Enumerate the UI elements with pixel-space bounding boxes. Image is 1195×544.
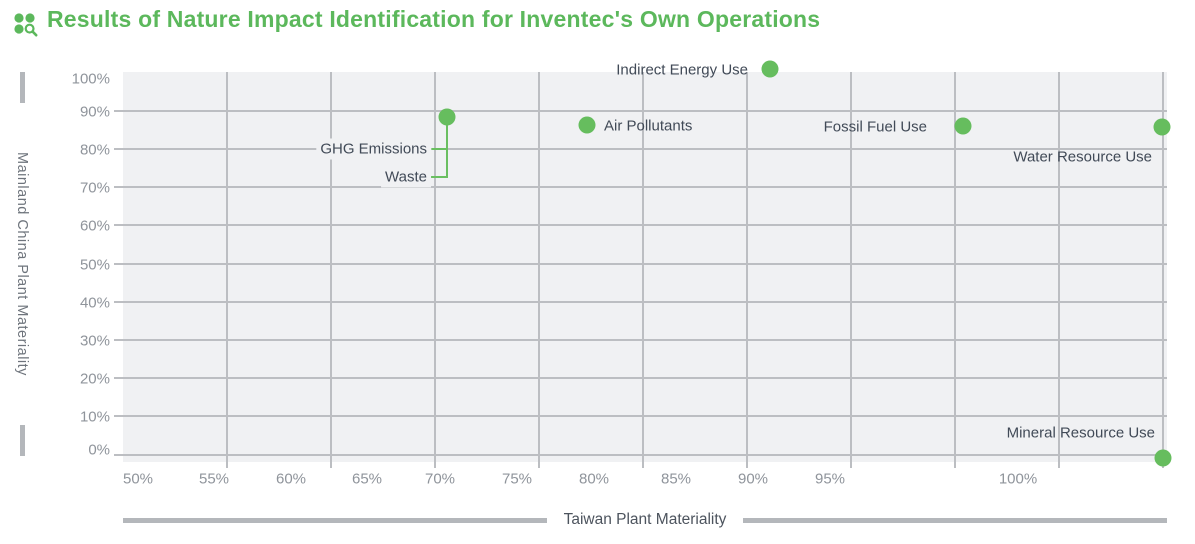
x-tick-label: 80%	[578, 470, 610, 488]
x-axis-title-group: Taiwan Plant Materiality	[123, 511, 1168, 528]
data-point-label: Fossil Fuel Use	[823, 118, 927, 136]
y-tick-label: 30%	[79, 332, 110, 350]
h-gridline	[114, 415, 1167, 417]
data-point-label: Waste	[381, 166, 431, 188]
y-tick-label: 100%	[71, 70, 110, 88]
x-tick-label: 75%	[501, 470, 533, 488]
data-point-label: Mineral Resource Use	[1006, 424, 1155, 442]
v-gridline	[1162, 72, 1164, 468]
v-gridline	[538, 72, 540, 468]
data-point-dot	[1154, 449, 1172, 467]
y-axis-bar-bottom	[19, 425, 25, 456]
h-gridline	[114, 110, 1167, 112]
x-tick-label: 55%	[198, 470, 230, 488]
data-point-label: GHG Emissions	[316, 138, 431, 160]
y-tick-label: 70%	[79, 179, 110, 197]
x-tick-label: 70%	[424, 470, 456, 488]
y-tick-label: 40%	[79, 294, 110, 312]
h-gridline	[114, 301, 1167, 303]
label-bracket-tick	[429, 176, 448, 178]
data-point-label: Water Resource Use	[1013, 148, 1152, 166]
x-tick-label: 50%	[122, 470, 154, 488]
y-axis-title: Mainland China Plant Materiality	[14, 152, 30, 376]
data-point-dot	[954, 117, 972, 135]
x-axis-bar-left	[123, 517, 547, 523]
h-gridline	[114, 148, 1167, 150]
plot-area	[123, 72, 1167, 462]
chart-title: Results of Nature Impact Identification …	[47, 6, 821, 32]
data-point-dot	[761, 60, 779, 78]
y-axis-title-group: Mainland China Plant Materiality	[9, 72, 35, 456]
data-point-label: Air Pollutants	[604, 117, 693, 135]
h-gridline	[114, 263, 1167, 265]
v-gridline	[642, 72, 644, 468]
v-gridline	[954, 72, 956, 468]
x-axis-bar-right	[743, 517, 1168, 523]
x-tick-label: 95%	[814, 470, 846, 488]
h-gridline	[114, 186, 1167, 188]
label-bracket-tick	[429, 148, 448, 150]
y-tick-label: 80%	[79, 141, 110, 159]
y-tick-label: 20%	[79, 370, 110, 388]
data-point-dot	[438, 108, 456, 126]
dots-magnifier-icon	[11, 10, 39, 38]
v-gridline	[746, 72, 748, 468]
x-tick-label: 100%	[998, 470, 1038, 488]
y-tick-label: 60%	[79, 217, 110, 235]
x-tick-label: 85%	[660, 470, 692, 488]
y-axis-bar-top	[19, 72, 25, 103]
x-tick-label: 90%	[737, 470, 769, 488]
y-tick-label: 0%	[88, 441, 110, 459]
h-gridline	[114, 454, 1167, 456]
y-tick-label: 90%	[79, 103, 110, 121]
v-gridline	[330, 72, 332, 468]
y-tick-label: 10%	[79, 408, 110, 426]
x-tick-label: 60%	[275, 470, 307, 488]
v-gridline	[1058, 72, 1060, 468]
label-bracket-vline	[446, 125, 448, 178]
v-gridline	[434, 72, 436, 468]
v-gridline	[226, 72, 228, 468]
x-axis-title: Taiwan Plant Materiality	[563, 511, 727, 528]
h-gridline	[114, 339, 1167, 341]
data-point-dot	[578, 116, 596, 134]
y-tick-label: 50%	[79, 256, 110, 274]
data-point-label: Indirect Energy Use	[616, 61, 748, 79]
v-gridline	[850, 72, 852, 468]
h-gridline	[114, 224, 1167, 226]
x-tick-label: 65%	[351, 470, 383, 488]
data-point-dot	[1153, 118, 1171, 136]
h-gridline	[114, 377, 1167, 379]
